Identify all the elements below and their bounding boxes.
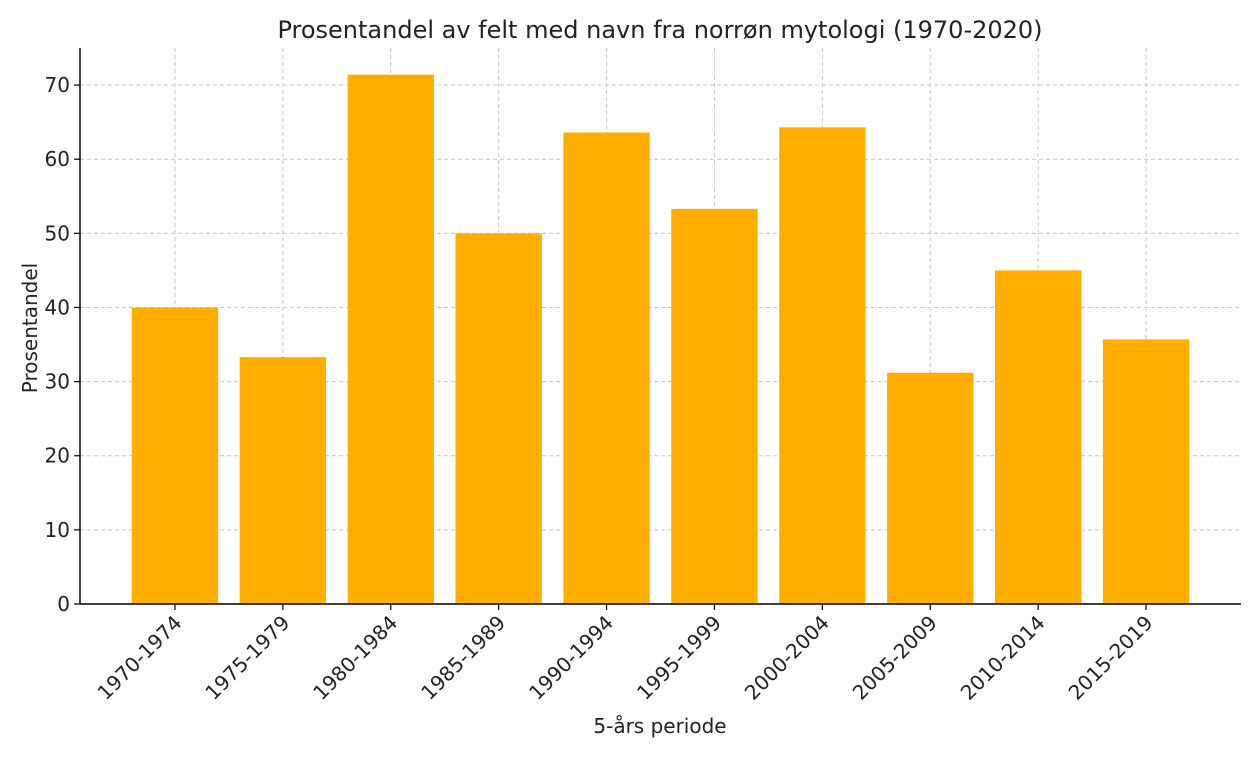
bar-1980-1984 [347,74,434,605]
x-axis-label: 5-års periode [593,714,726,738]
y-tick-label: 10 [45,518,70,542]
x-tick-label: 2000-2004 [740,611,834,705]
y-tick-label: 20 [45,444,70,468]
x-tick-label: 2010-2014 [956,611,1050,705]
bar-2015-2019 [1102,339,1190,604]
y-tick-label: 60 [45,147,70,171]
bar-1985-1989 [455,233,542,605]
y-axis-label: Prosentandel [18,263,42,393]
y-tick-label: 0 [57,592,70,616]
y-tick-label: 40 [45,295,70,319]
bar-1995-1999 [671,208,758,605]
bar-2005-2009 [887,372,974,604]
bar-1990-1994 [563,132,650,604]
bar-1975-1979 [239,357,327,604]
bar-1970-1974 [131,307,219,604]
x-tick-label: 1975-1979 [200,611,294,705]
bar-2010-2014 [994,270,1082,604]
y-tick-label: 30 [45,370,70,394]
x-tick-label: 1995-1999 [632,611,726,705]
bar-2000-2004 [779,127,866,605]
chart-title: Prosentandel av felt med navn fra norrøn… [277,16,1042,44]
x-tick-label: 2015-2019 [1064,611,1158,705]
x-tick-label: 2005-2009 [848,611,942,705]
x-tick-label: 1990-1994 [524,611,618,705]
x-tick-label: 1985-1989 [416,611,510,705]
y-tick-label: 70 [45,73,70,97]
x-tick-label: 1970-1974 [92,611,186,705]
y-tick-label: 50 [45,221,70,245]
x-tick-label: 1980-1984 [308,611,402,705]
